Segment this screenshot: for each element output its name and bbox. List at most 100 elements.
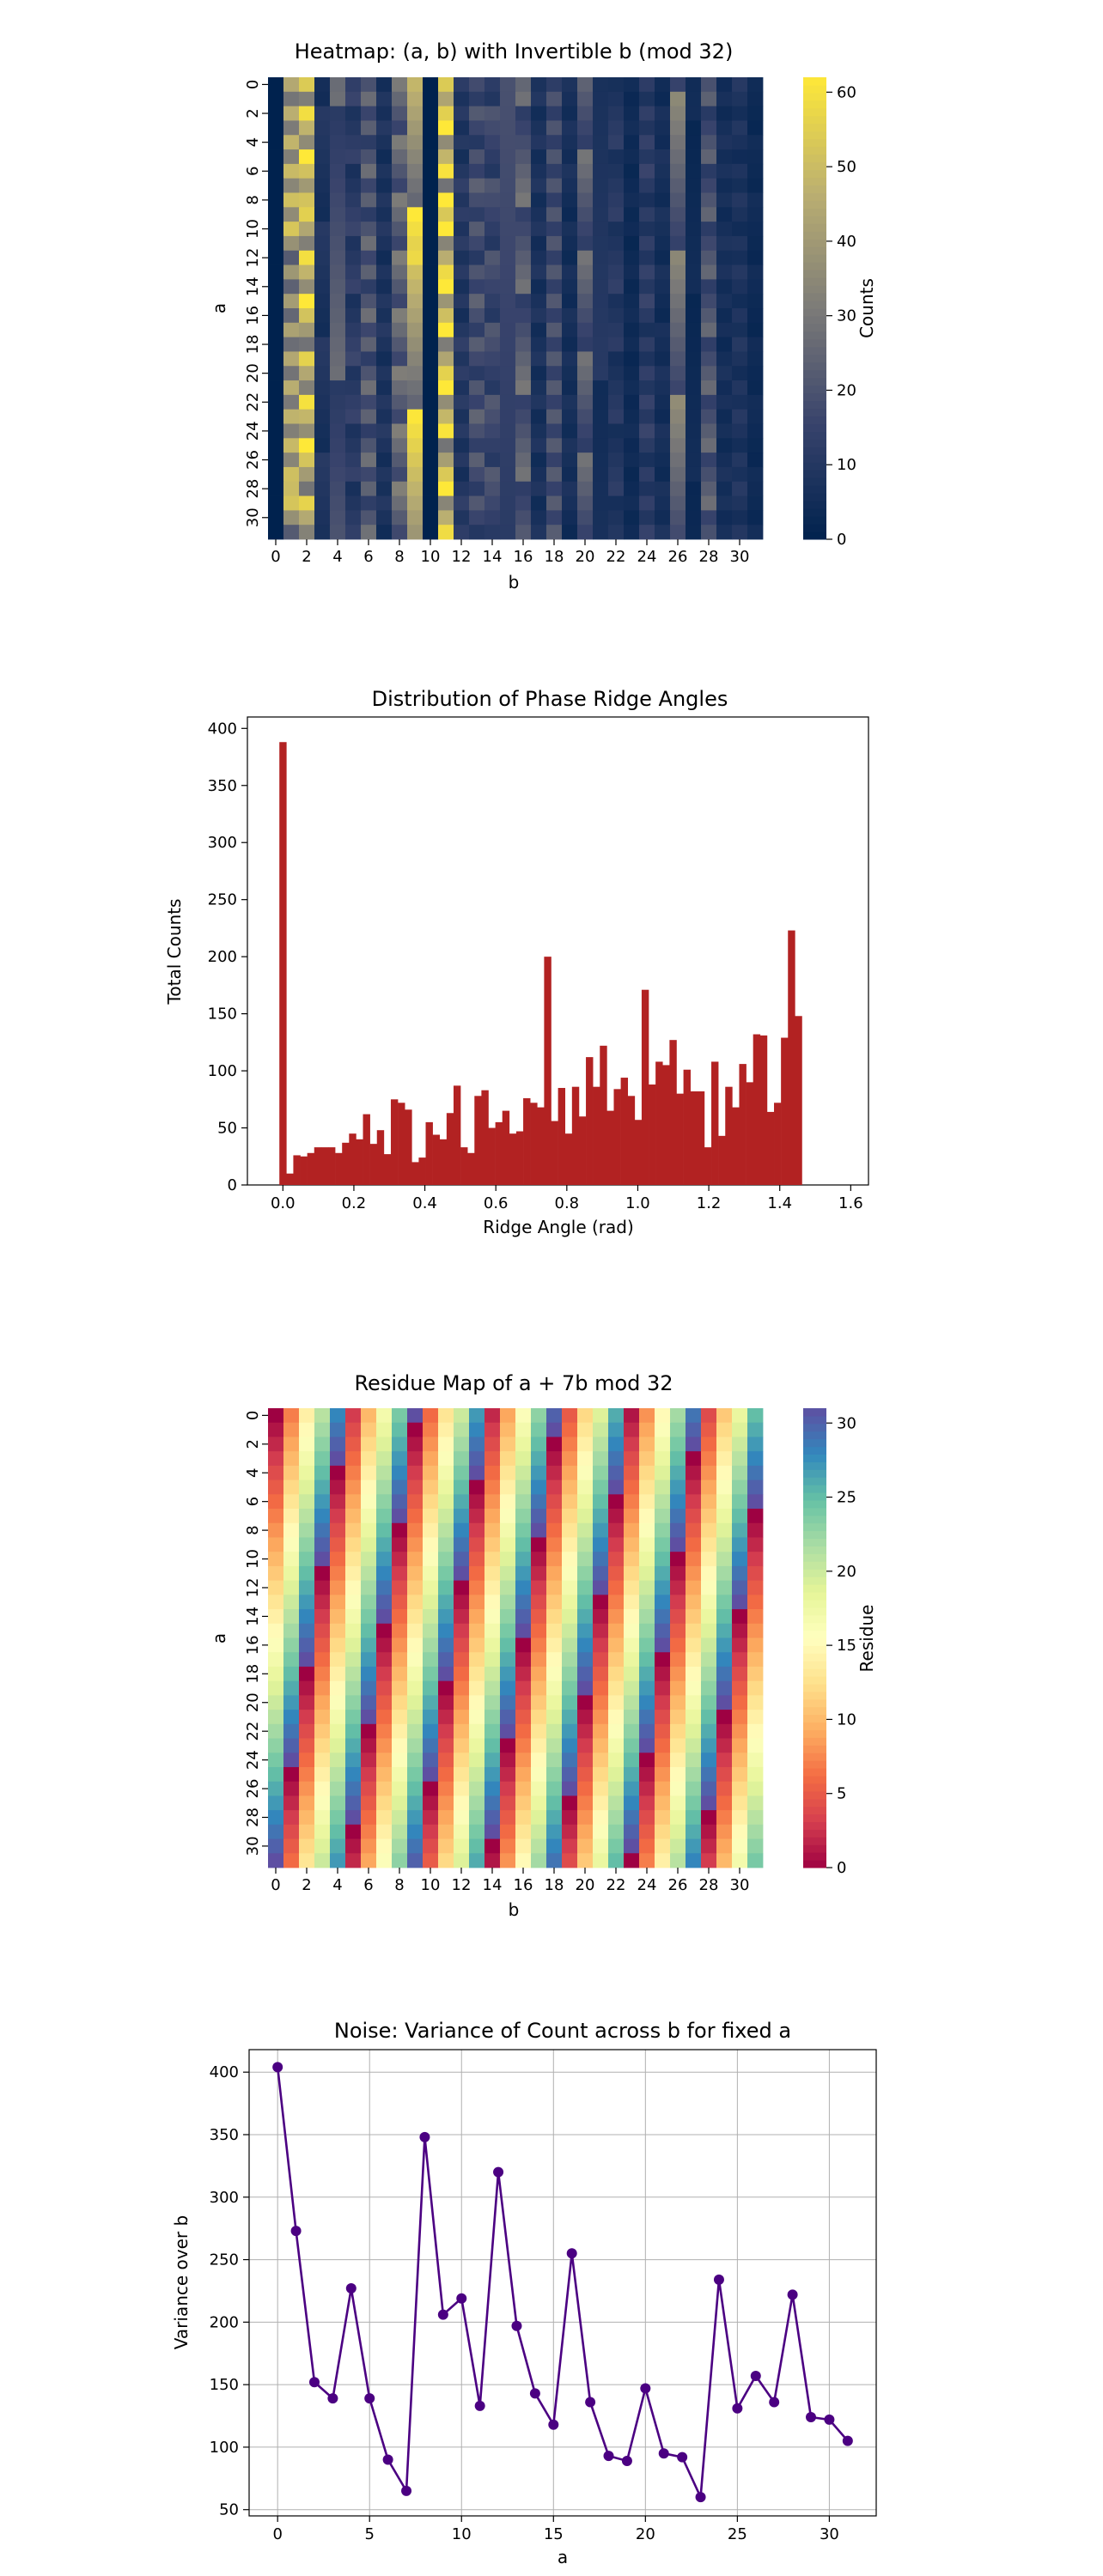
heatmap-counts-x-tick-label: 26 xyxy=(668,548,688,566)
heatmap-counts-cell xyxy=(515,250,532,265)
residue-map-cell xyxy=(562,1609,578,1625)
residue-map-cell xyxy=(361,1451,377,1467)
ridge-angles-bar xyxy=(432,1134,441,1185)
residue-map-cell xyxy=(732,1479,748,1495)
residue-map-cell xyxy=(345,1824,362,1839)
ridge-angles-bar xyxy=(627,1096,636,1185)
heatmap-counts-cell xyxy=(268,135,284,150)
residue-map-cell xyxy=(299,1522,315,1538)
heatmap-counts-cell xyxy=(438,495,454,511)
heatmap-counts-colorbar-segment xyxy=(803,439,826,447)
residue-map-cell xyxy=(747,1637,764,1653)
heatmap-counts-cell xyxy=(454,308,470,324)
residue-map-cell xyxy=(562,1781,578,1796)
heatmap-counts-cell xyxy=(361,322,377,338)
residue-map-cell xyxy=(562,1738,578,1753)
residue-map-cell xyxy=(701,1753,717,1768)
residue-map-cell xyxy=(546,1738,563,1753)
residue-map-cell xyxy=(686,1509,702,1524)
heatmap-counts-cell xyxy=(283,481,300,496)
heatmap-counts-cell xyxy=(546,264,563,280)
residue-map-cell xyxy=(392,1422,408,1437)
heatmap-counts-cell xyxy=(361,380,377,396)
residue-map-cell xyxy=(484,1522,501,1538)
heatmap-counts-cell xyxy=(670,149,686,165)
heatmap-counts-cell xyxy=(454,337,470,352)
residue-map-cell xyxy=(469,1753,485,1768)
heatmap-counts-cell xyxy=(299,481,315,496)
residue-map-cell xyxy=(407,1666,424,1682)
residue-map-cell xyxy=(747,1494,764,1510)
heatmap-counts-cell xyxy=(407,264,424,280)
residue-map-cell xyxy=(562,1451,578,1467)
residue-map-y-tick-label: 24 xyxy=(244,1750,262,1770)
residue-map-cell xyxy=(438,1437,454,1452)
residue-map-colorbar-tick-label: 20 xyxy=(837,1563,856,1581)
heatmap-counts-cell xyxy=(392,106,408,121)
heatmap-counts-cell xyxy=(577,380,594,396)
heatmap-counts-cell xyxy=(531,438,547,453)
heatmap-counts-cell xyxy=(283,207,300,222)
heatmap-counts-cell xyxy=(531,235,547,252)
residue-map-cell xyxy=(345,1738,362,1753)
residue-map-cell xyxy=(593,1710,609,1725)
ridge-angles-bar xyxy=(515,1131,524,1185)
heatmap-counts-cell xyxy=(608,510,625,526)
heatmap-counts-cell xyxy=(624,337,640,352)
residue-map-cell xyxy=(624,1781,640,1796)
residue-map-colorbar-segment xyxy=(803,1745,826,1753)
heatmap-counts-cell xyxy=(423,423,439,439)
heatmap-counts-cell xyxy=(314,466,331,483)
heatmap-counts-cell xyxy=(299,495,315,511)
residue-map-cell xyxy=(546,1766,563,1783)
heatmap-counts-cell xyxy=(593,366,609,381)
residue-map-cell xyxy=(392,1623,408,1638)
residue-map-cell xyxy=(608,1408,625,1424)
residue-map-cell xyxy=(686,1552,702,1567)
residue-map-colorbar-segment xyxy=(803,1760,826,1769)
residue-map-cell xyxy=(283,1479,300,1495)
residue-map-cell xyxy=(701,1838,717,1854)
heatmap-counts-cell xyxy=(732,120,748,136)
heatmap-counts-cell xyxy=(562,322,578,338)
ridge-angles-bar xyxy=(739,1064,747,1185)
variance-point xyxy=(806,2411,816,2422)
residue-map-cell xyxy=(670,1494,686,1510)
residue-map-cell xyxy=(624,1637,640,1653)
residue-map-cell xyxy=(268,1537,284,1552)
heatmap-counts-cell xyxy=(515,481,532,496)
residue-map-cell xyxy=(299,1738,315,1753)
residue-map-cell xyxy=(732,1680,748,1696)
residue-map-cell xyxy=(392,1795,408,1811)
heatmap-counts-cell xyxy=(314,163,331,179)
residue-map-cell xyxy=(562,1824,578,1839)
residue-map-cell xyxy=(686,1695,702,1710)
heatmap-counts-cell xyxy=(562,438,578,453)
heatmap-counts-cell xyxy=(701,77,717,93)
residue-map-cell xyxy=(531,1451,547,1467)
heatmap-counts-colorbar-segment xyxy=(803,493,826,501)
heatmap-counts-cell xyxy=(484,163,501,179)
heatmap-counts-cell xyxy=(484,192,501,208)
heatmap-counts-cell xyxy=(423,525,439,540)
heatmap-counts-cell xyxy=(392,308,408,324)
heatmap-counts-cell xyxy=(716,279,733,295)
heatmap-counts-cell xyxy=(392,409,408,424)
residue-map-cell xyxy=(670,1637,686,1653)
residue-map-cell xyxy=(670,1479,686,1495)
heatmap-counts-cell xyxy=(268,409,284,424)
heatmap-counts-cell xyxy=(438,438,454,453)
heatmap-counts-y-tick-label: 0 xyxy=(244,80,262,89)
heatmap-counts-cell xyxy=(392,163,408,179)
heatmap-counts-cell xyxy=(469,264,485,280)
heatmap-counts-cell xyxy=(299,192,315,208)
residue-map-cell xyxy=(407,1710,424,1725)
heatmap-counts-colorbar-segment xyxy=(803,377,826,386)
heatmap-counts-cell xyxy=(454,235,470,252)
heatmap-counts-cell xyxy=(314,279,331,295)
heatmap-counts-cell xyxy=(701,149,717,165)
residue-map-cell xyxy=(577,1522,594,1538)
residue-map-cell xyxy=(438,1766,454,1783)
residue-map-cell xyxy=(747,1580,764,1595)
residue-map-cell xyxy=(299,1609,315,1625)
